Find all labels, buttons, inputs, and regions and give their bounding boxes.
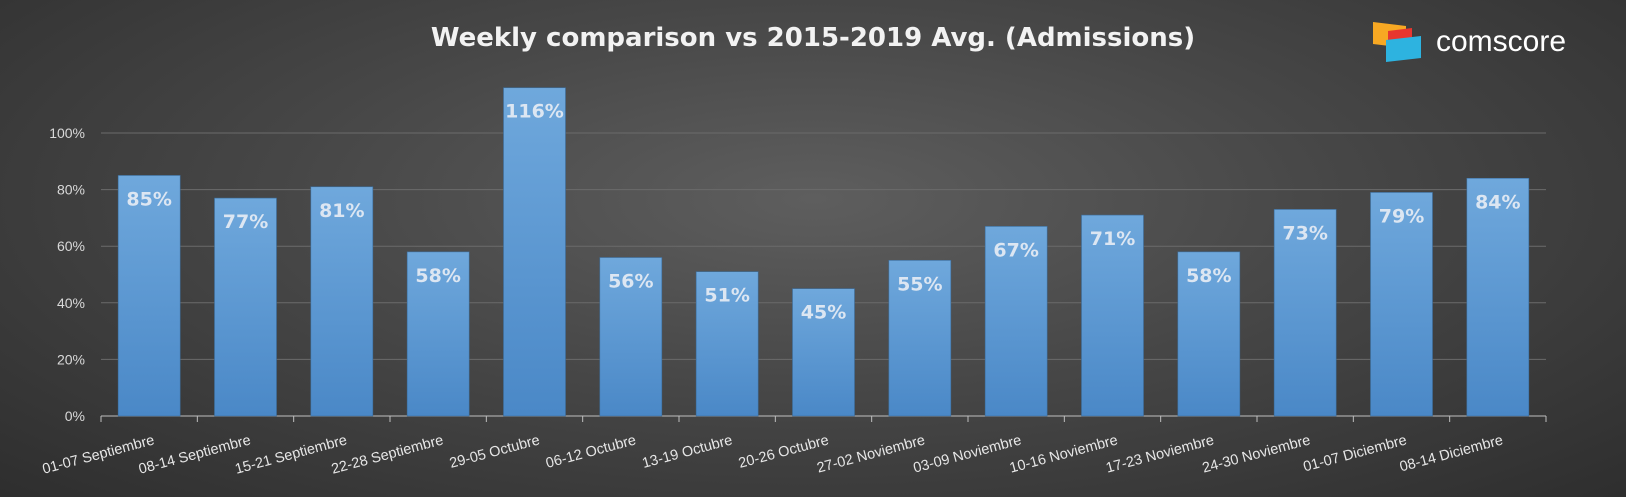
bar bbox=[599, 257, 663, 417]
comscore-logo: comscore bbox=[1373, 22, 1566, 62]
data-label: 84% bbox=[1475, 191, 1520, 213]
data-label: 79% bbox=[1379, 205, 1424, 227]
x-tick-label: 29-05 Octubre bbox=[448, 432, 542, 471]
x-tick-label: 01-07 Diciembre bbox=[1302, 432, 1409, 475]
data-label: 51% bbox=[704, 285, 749, 307]
bar bbox=[1466, 177, 1530, 417]
data-label: 58% bbox=[1186, 265, 1231, 287]
x-tick-label: 17-23 Noviembre bbox=[1104, 432, 1216, 476]
bar bbox=[117, 175, 181, 417]
bar bbox=[792, 288, 855, 417]
bar bbox=[1273, 209, 1337, 417]
y-tick-label: 0% bbox=[65, 408, 85, 424]
bar bbox=[888, 260, 952, 417]
bar bbox=[1177, 251, 1241, 417]
bar bbox=[1370, 192, 1433, 417]
x-tick-label: 24-30 Noviembre bbox=[1201, 432, 1313, 476]
data-label: 58% bbox=[415, 265, 460, 287]
x-tick-label: 08-14 Diciembre bbox=[1398, 432, 1505, 475]
comscore-logo-mark bbox=[1373, 22, 1421, 62]
data-label: 77% bbox=[223, 211, 268, 233]
y-tick-label: 80% bbox=[57, 182, 85, 198]
data-label: 116% bbox=[505, 101, 564, 123]
bar bbox=[984, 226, 1048, 417]
data-label: 56% bbox=[608, 271, 653, 293]
bar bbox=[503, 87, 566, 417]
y-tick-label: 100% bbox=[49, 125, 85, 141]
bar bbox=[214, 197, 277, 417]
data-label: 85% bbox=[126, 188, 171, 210]
y-tick-label: 60% bbox=[57, 238, 85, 254]
data-labels: 85% 77% 81% 58% 116% 56% 51% 45% 55% 67% 71% 58% 73%… bbox=[126, 101, 1520, 324]
chart-title: Weekly comparison vs 2015-2019 Avg. (Adm… bbox=[431, 23, 1195, 53]
data-label: 45% bbox=[801, 302, 846, 324]
x-tick-label: 03-09 Noviembre bbox=[912, 432, 1024, 476]
data-label: 81% bbox=[319, 200, 364, 222]
data-label: 67% bbox=[993, 239, 1038, 261]
comscore-logo-text: comscore bbox=[1436, 25, 1566, 58]
x-tick-label: 10-16 Noviembre bbox=[1008, 432, 1120, 476]
bar bbox=[1081, 214, 1144, 417]
y-tick-label: 20% bbox=[57, 351, 85, 367]
x-tick-label: 22-28 Septiembre bbox=[330, 432, 445, 477]
data-label: 55% bbox=[897, 273, 942, 295]
axes: 0% 20% 40% 60% 80% 100% bbox=[49, 125, 1547, 424]
bar bbox=[695, 271, 759, 417]
data-label: 71% bbox=[1090, 228, 1135, 250]
y-tick-label: 40% bbox=[57, 295, 85, 311]
x-tick-label: 13-19 Octubre bbox=[641, 432, 735, 471]
bar bbox=[406, 251, 470, 417]
x-tick-label: 27-02 Noviembre bbox=[815, 432, 927, 476]
bars bbox=[117, 87, 1530, 417]
bar bbox=[310, 186, 374, 417]
x-tick-label: 06-12 Octubre bbox=[544, 432, 638, 471]
data-label: 73% bbox=[1282, 222, 1327, 244]
